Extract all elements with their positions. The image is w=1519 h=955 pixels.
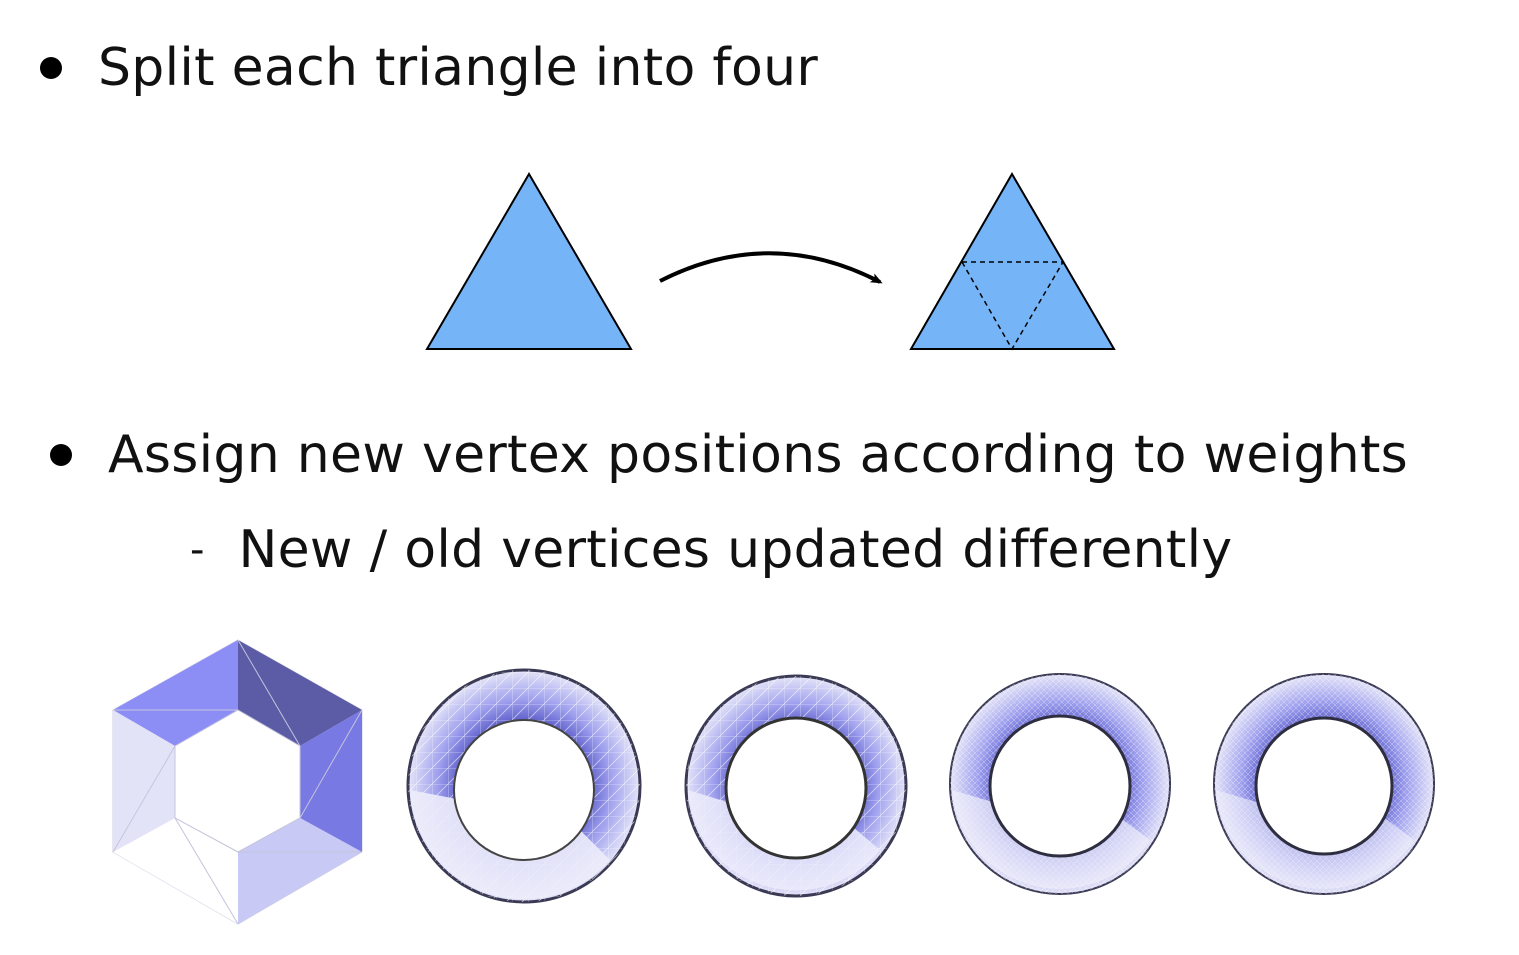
bullet-text-assign: Assign new vertex positions according to… <box>108 425 1409 485</box>
hexagon-mesh-level-0 <box>112 639 363 925</box>
torus-mesh-level-3 <box>949 673 1171 895</box>
bullet-split-triangle: Split each triangle into four <box>40 38 818 98</box>
sub-bullet-text: New / old vertices updated differently <box>238 520 1233 580</box>
bullet-dot-icon <box>50 444 72 466</box>
sub-bullet-vertices: - New / old vertices updated differently <box>190 520 1232 580</box>
source-triangle <box>425 172 633 350</box>
torus-mesh-level-4 <box>1213 673 1435 895</box>
curved-arrow-icon <box>659 251 883 284</box>
bullet-dot-icon <box>40 57 62 79</box>
torus-mesh-level-2 <box>684 674 908 898</box>
bullet-assign-positions: Assign new vertex positions according to… <box>50 425 1408 485</box>
subdivided-triangle <box>909 172 1116 351</box>
bullet-text-split: Split each triangle into four <box>98 38 819 98</box>
dash-marker: - <box>190 527 205 573</box>
torus-mesh-level-1 <box>406 668 642 904</box>
